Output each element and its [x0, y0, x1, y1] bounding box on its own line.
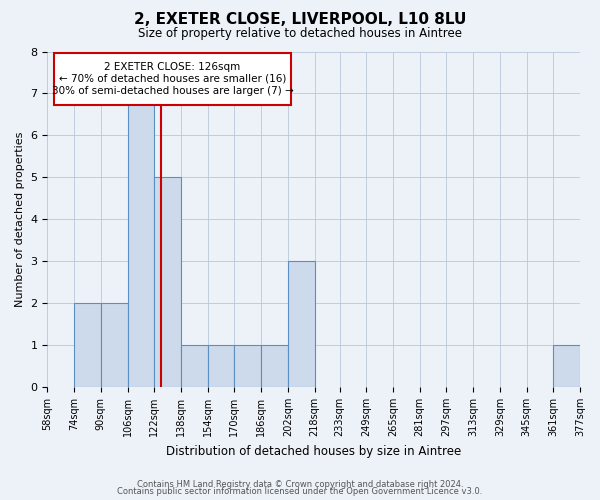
Bar: [181, 345, 208, 387]
Text: 2 EXETER CLOSE: 126sqm
← 70% of detached houses are smaller (16)
30% of semi-det: 2 EXETER CLOSE: 126sqm ← 70% of detached…: [52, 62, 293, 96]
Bar: [261, 345, 288, 387]
Bar: [288, 261, 314, 387]
Bar: [235, 345, 261, 387]
Text: 2, EXETER CLOSE, LIVERPOOL, L10 8LU: 2, EXETER CLOSE, LIVERPOOL, L10 8LU: [134, 12, 466, 28]
Bar: [74, 303, 101, 387]
Text: Contains public sector information licensed under the Open Government Licence v3: Contains public sector information licen…: [118, 487, 482, 496]
Bar: [101, 303, 128, 387]
X-axis label: Distribution of detached houses by size in Aintree: Distribution of detached houses by size …: [166, 444, 461, 458]
Bar: [553, 345, 580, 387]
Text: Size of property relative to detached houses in Aintree: Size of property relative to detached ho…: [138, 28, 462, 40]
FancyBboxPatch shape: [54, 53, 291, 105]
Y-axis label: Number of detached properties: Number of detached properties: [15, 132, 25, 307]
Text: Contains HM Land Registry data © Crown copyright and database right 2024.: Contains HM Land Registry data © Crown c…: [137, 480, 463, 489]
Bar: [128, 94, 154, 387]
Bar: [154, 178, 181, 387]
Bar: [208, 345, 235, 387]
